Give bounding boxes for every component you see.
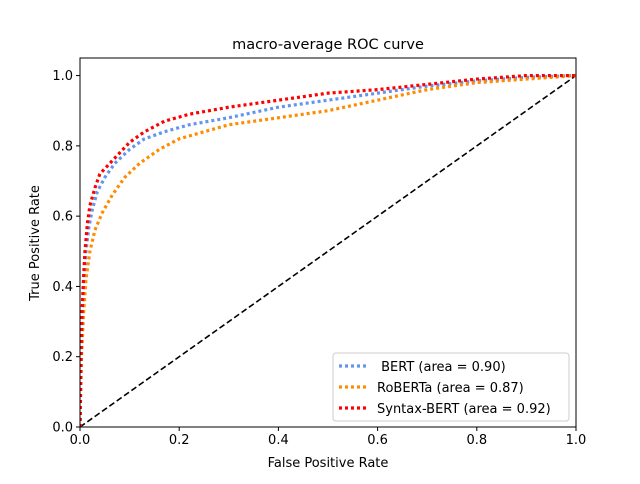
x-tick-label: 1.0: [566, 433, 587, 448]
legend-label-3: Syntax-BERT (area = 0.92): [377, 402, 551, 417]
x-tick-label: 0.8: [466, 433, 487, 448]
y-axis-label: True Positive Rate: [28, 185, 43, 302]
roc-series-line-1: [80, 73, 576, 427]
axes-layer: 0.0 0.2 0.4 0.6 0.8 1.0 0.0 0.2 0.4 0.6 0.8 1.0: [52, 57, 587, 448]
legend-label-2: RoBERTa (area = 0.87): [377, 381, 524, 396]
plot-layer: [80, 73, 576, 427]
y-tick-label: 0.6: [52, 210, 73, 225]
chance-diagonal-line: [80, 74, 576, 427]
x-tick-label: 0.2: [169, 433, 190, 448]
x-tick-label: 0.0: [70, 433, 91, 448]
legend-box: [332, 352, 570, 422]
roc-series-line-2: [80, 73, 576, 427]
legend-label-1: BERT (area = 0.90): [377, 360, 506, 375]
roc-series-line-3: [80, 73, 576, 427]
y-tick-label: 0.8: [52, 139, 73, 154]
x-axis-label: False Positive Rate: [268, 456, 389, 471]
y-tick-label: 0.2: [52, 350, 73, 365]
y-tick-label: 1.0: [52, 69, 73, 84]
plot-frame: [79, 57, 577, 428]
y-tick-label: 0.4: [52, 280, 73, 295]
chart-title: macro-average ROC curve: [232, 37, 424, 53]
x-tick-label: 0.6: [367, 433, 388, 448]
x-tick-label: 0.4: [268, 433, 289, 448]
legend: BERT (area = 0.90) RoBERTa (area = 0.87) S…: [332, 352, 570, 422]
y-tick-label: 0.0: [52, 421, 73, 436]
